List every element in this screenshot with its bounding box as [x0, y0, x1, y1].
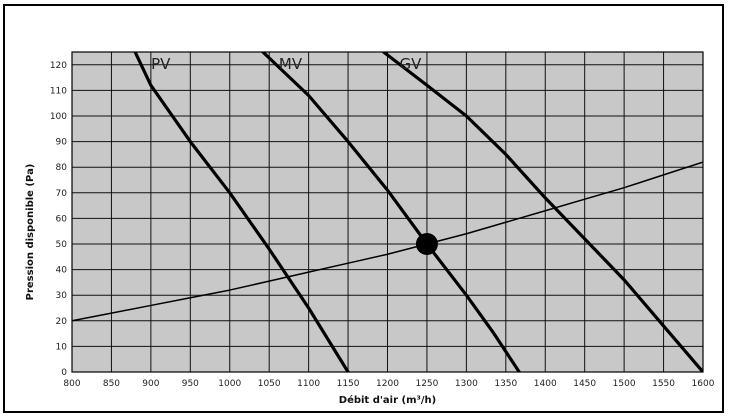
y-tick-label: 100: [50, 112, 67, 122]
y-tick-label: 50: [56, 240, 68, 250]
x-tick-label: 1500: [613, 379, 636, 389]
x-tick-label: 1000: [218, 379, 241, 389]
y-tick-label: 120: [50, 61, 67, 71]
curve-pv: [133, 52, 350, 372]
x-tick-label: 1050: [258, 379, 281, 389]
y-tick-label: 0: [61, 368, 67, 378]
system-curve: [72, 161, 703, 322]
y-tick-label: 110: [50, 86, 67, 96]
x-tick-label: 1350: [494, 379, 517, 389]
x-tick-label: 1300: [455, 379, 478, 389]
plot-border: [71, 51, 704, 373]
y-tick-label: 40: [56, 266, 68, 276]
y-tick-label: 70: [56, 189, 68, 199]
curve-label-gv: GV: [400, 55, 423, 73]
x-tick-label: 850: [103, 379, 120, 389]
curve-label-pv: PV: [151, 55, 171, 73]
x-tick-label: 1450: [573, 379, 596, 389]
curve-label-mv: MV: [279, 55, 303, 73]
y-tick-label: 90: [56, 138, 68, 148]
y-tick-label: 80: [56, 163, 68, 173]
x-tick-label: 900: [142, 379, 159, 389]
y-tick-label: 30: [56, 291, 68, 301]
x-tick-label: 1200: [376, 379, 399, 389]
x-tick-label: 950: [182, 379, 199, 389]
x-tick-label: 800: [63, 379, 80, 389]
x-tick-label: 1400: [534, 379, 557, 389]
y-axis-title: Pression disponible (Pa): [25, 164, 36, 301]
curve-mv: [261, 52, 521, 372]
x-tick-label: 1550: [652, 379, 675, 389]
y-tick-label: 60: [56, 214, 68, 224]
operating-point-marker: [415, 233, 438, 255]
x-tick-label: 1100: [297, 379, 320, 389]
y-tick-label: 10: [56, 342, 68, 352]
series-group: [72, 52, 703, 372]
curve-gv: [381, 52, 703, 372]
x-axis-title: Débit d'air (m³/h): [339, 394, 436, 406]
y-tick-label: 20: [56, 317, 68, 327]
x-tick-label: 1600: [692, 379, 715, 389]
x-tick-label: 1250: [415, 379, 438, 389]
x-tick-label: 1150: [337, 379, 360, 389]
